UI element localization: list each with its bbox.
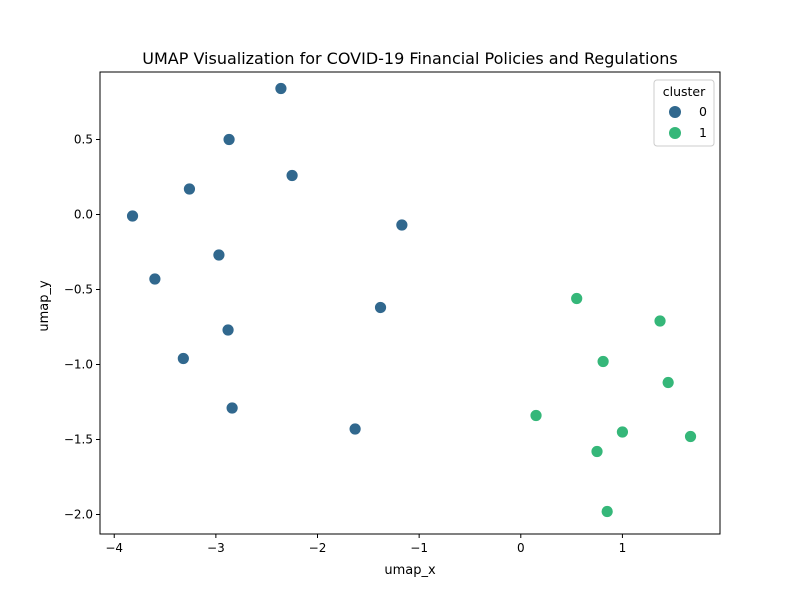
y-tick-label: −1.0 [64,358,93,372]
data-point-cluster-1 [590,445,604,458]
x-tick-label: −3 [207,541,225,555]
legend-marker-cluster-0 [669,106,681,118]
data-point-cluster-0 [221,323,235,337]
data-point-cluster-0 [274,82,288,95]
legend: cluster 0 1 [653,79,715,147]
data-point-cluster-0 [285,169,299,182]
x-tick-label: −1 [410,541,428,555]
y-tick-label: 0.0 [74,208,93,222]
data-point-cluster-0 [176,352,190,365]
y-tick-label: −2.0 [64,508,93,522]
y-tick-label: −0.5 [64,283,93,297]
data-point-cluster-1 [570,292,584,305]
data-point-cluster-0 [126,209,139,223]
x-tick-label: −2 [309,541,327,555]
legend-label-cluster-1: 1 [699,125,707,140]
legend-label-cluster-0: 0 [699,104,707,119]
data-point-cluster-0 [183,182,196,196]
data-point-cluster-1 [616,425,629,439]
data-point-cluster-1 [653,314,667,328]
data-point-cluster-1 [661,376,675,389]
x-tick-label: 0 [517,541,525,555]
data-point-cluster-1 [596,355,610,368]
data-point-cluster-1 [600,505,614,518]
data-point-cluster-0 [374,301,387,314]
data-point-cluster-0 [225,401,239,415]
data-point-cluster-0 [148,272,162,286]
y-axis-ticks: 0.5 0.0 −0.5 −1.0 −1.5 −2.0 [64,133,100,522]
data-points [126,82,697,518]
y-axis-label: umap_y [37,280,52,332]
data-point-cluster-0 [395,218,409,232]
y-tick-label: −1.5 [64,433,93,447]
data-point-cluster-0 [348,422,362,436]
legend-marker-cluster-1 [669,127,681,139]
x-axis-label: umap_x [384,563,436,578]
legend-box [653,79,715,147]
y-tick-label: 0.5 [74,133,93,147]
chart-title: UMAP Visualization for COVID-19 Financia… [142,49,678,68]
data-point-cluster-0 [222,133,236,146]
data-point-cluster-1 [529,409,543,422]
legend-title: cluster [663,84,706,99]
x-tick-label: 1 [619,541,627,555]
plot-frame [99,71,721,535]
data-point-cluster-0 [212,248,226,262]
data-point-cluster-1 [684,430,697,443]
x-axis-ticks: −4 −3 −2 −1 0 1 [105,534,626,555]
x-tick-label: −4 [105,541,123,555]
